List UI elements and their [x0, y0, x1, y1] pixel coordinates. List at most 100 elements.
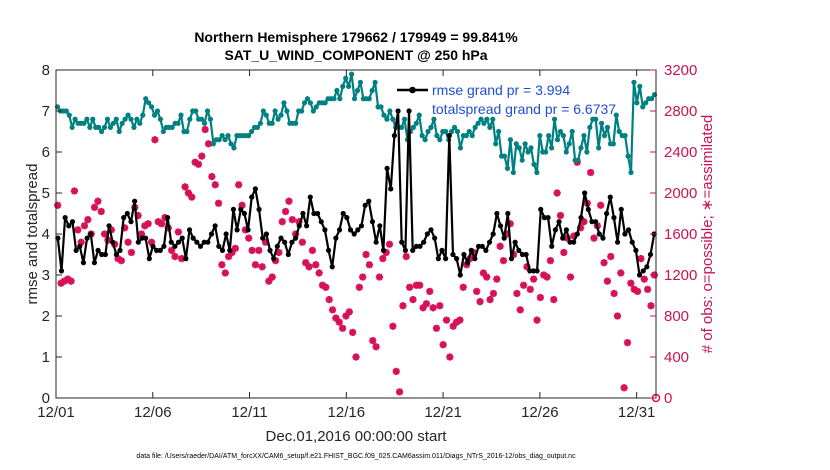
- legend-rmse-label: rmse grand pr = 3.994: [432, 82, 570, 98]
- y2-tick-label: 0: [664, 390, 672, 407]
- rmse-point: [278, 235, 284, 241]
- totalspread-point: [431, 116, 437, 122]
- obs-assimilated-point: [124, 238, 132, 246]
- obs-assimilated-point: [315, 269, 323, 277]
- totalspread-point: [448, 128, 455, 135]
- rmse-point: [391, 133, 398, 139]
- totalspread-point: [522, 141, 528, 147]
- totalspread-point: [560, 133, 566, 139]
- obs-assimilated-point: [375, 273, 384, 281]
- totalspread-point: [434, 133, 440, 139]
- obs-assimilated-point: [623, 339, 632, 347]
- rmse-point: [157, 247, 163, 253]
- rmse-point: [190, 235, 196, 241]
- rmse-point: [355, 227, 361, 233]
- obs-assimilated-point: [178, 255, 186, 263]
- y-tick-label: 7: [42, 103, 50, 120]
- rmse-point: [369, 219, 376, 225]
- obs-assimilated-point: [590, 234, 598, 242]
- obs-assimilated-point: [566, 273, 575, 281]
- totalspread-point: [428, 124, 434, 130]
- totalspread-point: [401, 116, 408, 122]
- y2-tick-label: 2800: [664, 103, 697, 120]
- rmse-point: [593, 219, 599, 225]
- totalspread-point: [69, 124, 75, 130]
- obs-assimilated-point: [349, 328, 357, 336]
- totalspread-point: [478, 116, 484, 122]
- rmse-point: [457, 272, 463, 278]
- obs-assimilated-point: [278, 218, 286, 226]
- totalspread-point: [84, 116, 90, 122]
- rmse-point: [282, 239, 288, 245]
- totalspread-point: [551, 116, 558, 122]
- obs-assimilated-point: [359, 273, 367, 281]
- obs-assimilated-point: [446, 353, 454, 361]
- totalspread-point: [554, 137, 561, 143]
- totalspread-point: [519, 157, 525, 163]
- rmse-point: [446, 133, 452, 139]
- rmse-point: [607, 194, 613, 200]
- y2-tick-label: 3200: [664, 62, 697, 79]
- totalspread-point: [510, 169, 516, 176]
- obs-assimilated-point: [476, 298, 484, 306]
- obs-assimilated-point: [345, 308, 353, 316]
- totalspread-point: [584, 149, 590, 155]
- rmse-point: [479, 243, 485, 249]
- rmse-point: [143, 235, 149, 241]
- obs-assimilated-point: [312, 261, 320, 269]
- obs-assimilated-point: [90, 203, 99, 211]
- obs-assimilated-point: [416, 281, 424, 289]
- totalspread-point: [101, 124, 108, 130]
- obs-assimilated-point: [536, 293, 544, 302]
- obs-assimilated-point: [610, 289, 618, 298]
- totalspread-point: [648, 96, 655, 102]
- totalspread-point: [463, 133, 469, 139]
- rmse-point: [402, 247, 408, 253]
- rmse-point: [245, 227, 251, 233]
- rmse-point: [99, 251, 105, 258]
- totalspread-point: [90, 116, 96, 122]
- rmse-point: [541, 215, 548, 221]
- obs-assimilated-point: [74, 226, 82, 234]
- obs-assimilated-point: [268, 273, 276, 281]
- totalspread-point: [531, 161, 537, 167]
- rmse-point: [410, 247, 416, 253]
- obs-assimilated-point: [409, 296, 417, 304]
- rmse-point: [596, 231, 602, 237]
- totalspread-point: [184, 128, 190, 135]
- obs-assimilated-point: [127, 248, 136, 257]
- totalspread-point: [487, 124, 493, 130]
- totalspread-point: [81, 120, 87, 126]
- x-tick-label: 12/16: [328, 404, 366, 421]
- obs-assimilated-point: [214, 199, 223, 207]
- rmse-point: [154, 247, 160, 253]
- obs-assimilated-point: [282, 207, 290, 216]
- rmse-point: [501, 235, 507, 241]
- rmse-point: [640, 268, 646, 274]
- totalspread-point: [490, 116, 496, 122]
- totalspread-point: [151, 112, 158, 118]
- totalspread-point: [616, 128, 622, 135]
- totalspread-point: [134, 116, 140, 122]
- x-tick-label: 12/26: [521, 404, 559, 421]
- rmse-point: [366, 198, 372, 204]
- rmse-point: [197, 243, 204, 249]
- totalspread-point: [472, 124, 478, 130]
- rmse-point: [552, 227, 558, 233]
- totalspread-point: [625, 153, 631, 159]
- obs-assimilated-point: [372, 343, 380, 351]
- totalspread-point: [116, 128, 122, 135]
- totalspread-point: [493, 141, 499, 147]
- totalspread-point: [113, 116, 119, 122]
- totalspread-point: [631, 79, 637, 85]
- rmse-point: [124, 210, 130, 217]
- totalspread-point: [548, 145, 555, 151]
- totalspread-point: [525, 149, 531, 155]
- rmse-point: [490, 231, 496, 237]
- totalspread-point: [298, 108, 305, 114]
- rmse-point: [636, 272, 643, 278]
- totalspread-point: [178, 112, 184, 118]
- y-tick-label: 3: [42, 267, 50, 284]
- rmse-point: [351, 231, 357, 237]
- obs-assimilated-point: [560, 248, 568, 257]
